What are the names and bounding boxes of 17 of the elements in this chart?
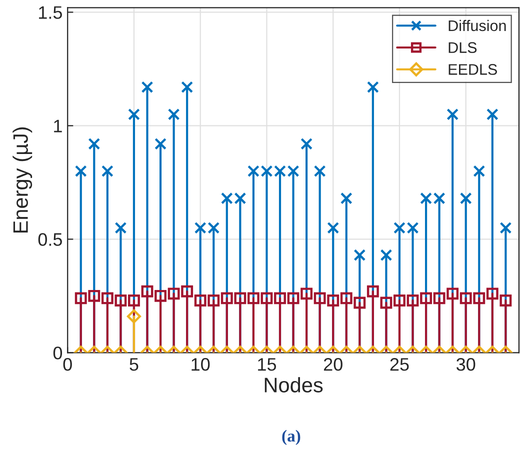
y-tick-label: 0.5 bbox=[38, 233, 62, 246]
text: (a) bbox=[282, 430, 300, 446]
x-tick-label: 15 bbox=[258, 358, 276, 371]
legend-label: DLS bbox=[448, 42, 477, 53]
y-tick-label: 1 bbox=[54, 120, 62, 132]
y-tick-label: 1.5 bbox=[39, 6, 62, 19]
x-tick-label: 20 bbox=[324, 358, 342, 371]
x-tick-label: 5 bbox=[130, 358, 138, 371]
legend-label: Diffusion bbox=[448, 20, 506, 32]
x-tick-label: 0 bbox=[63, 358, 72, 371]
y-tick-label: 0 bbox=[53, 346, 62, 360]
x-axis-title: Nodes bbox=[264, 377, 323, 392]
legend-label: EEDLS bbox=[448, 64, 497, 75]
x-tick-label: 25 bbox=[390, 358, 409, 371]
y-axis-title: Energy (µJ) bbox=[12, 127, 32, 233]
x-tick-label: 10 bbox=[192, 358, 210, 371]
x-tick-label: 30 bbox=[456, 358, 476, 371]
